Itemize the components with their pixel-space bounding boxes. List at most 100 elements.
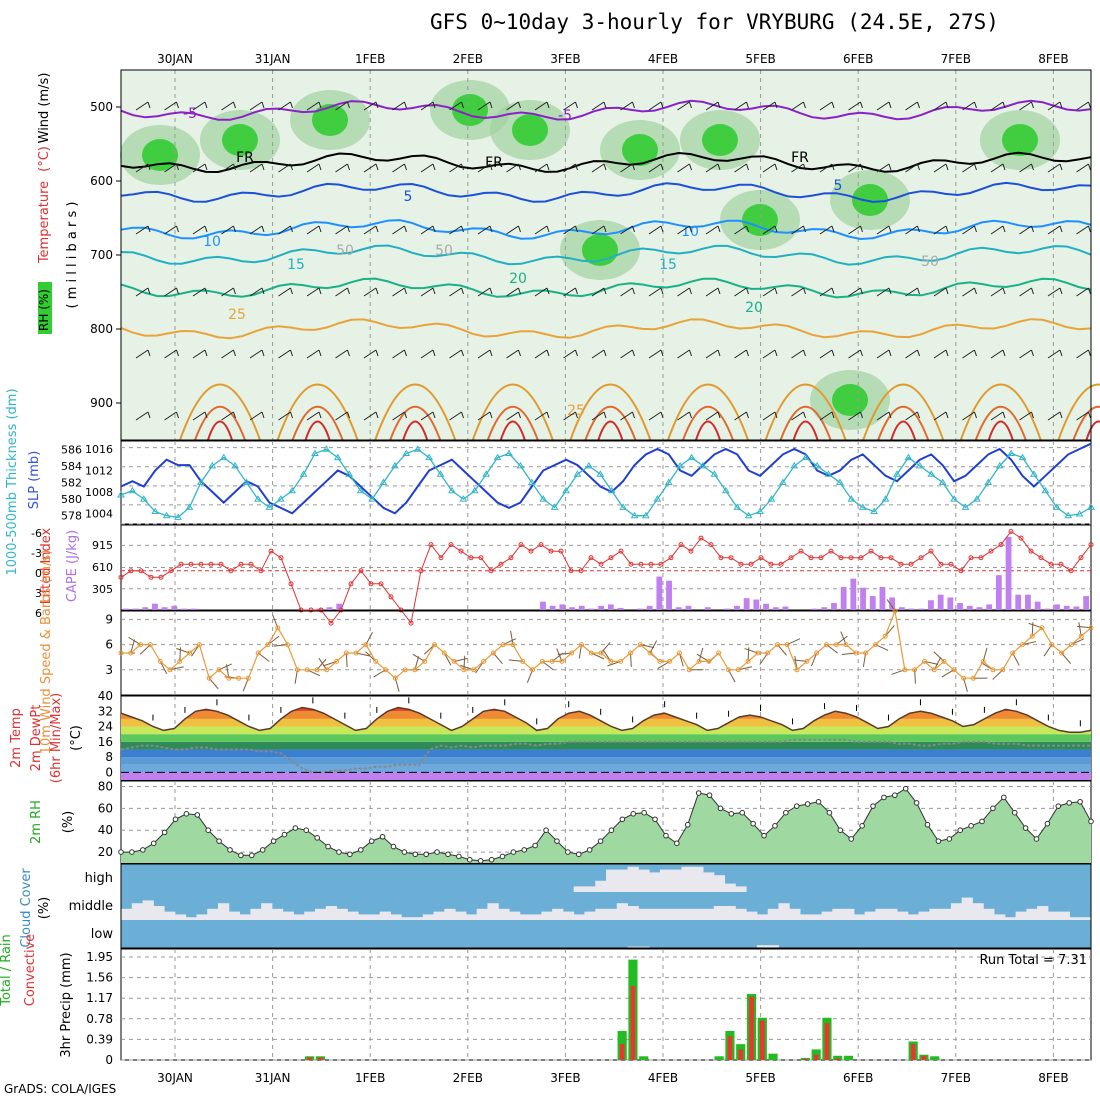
cloud-cell — [659, 869, 672, 892]
wind-speed-point — [951, 667, 957, 673]
thickness-point — [1030, 470, 1038, 477]
lifted-index-point — [238, 561, 244, 567]
wind-speed-point — [804, 658, 810, 664]
cape-tick-label: 915 — [92, 539, 113, 552]
cloud-cell — [142, 900, 154, 920]
wind-barb — [791, 163, 804, 173]
date-label-top: 8FEB — [1038, 52, 1068, 66]
wind-barb — [477, 411, 491, 421]
cloud-cell — [778, 903, 790, 920]
y-tick-label: 500 — [90, 100, 113, 114]
warm-contour — [1057, 383, 1100, 441]
wind-barb — [135, 225, 149, 235]
rh-point — [510, 849, 517, 855]
wind-barb — [905, 287, 918, 297]
lifted-index-point — [548, 548, 554, 554]
wind-speed-point — [755, 650, 761, 656]
cloud-cell — [832, 908, 844, 920]
warm-contour — [1072, 405, 1100, 441]
temp-tick-label: 16 — [98, 735, 113, 749]
lifted-index-point — [1038, 555, 1044, 561]
wind-barb — [192, 411, 206, 421]
rh-point — [575, 851, 582, 858]
wind-barb — [632, 225, 635, 233]
rh-point — [608, 827, 615, 834]
wind-barb — [192, 225, 206, 235]
cloud-cell — [304, 911, 316, 920]
rh-point — [227, 847, 233, 853]
wind-barb — [221, 225, 234, 235]
wind-barb — [363, 287, 377, 297]
cloud-cell — [271, 908, 284, 920]
cloud-cell — [584, 911, 596, 920]
rh-point — [783, 809, 789, 816]
cape-bar — [879, 587, 886, 610]
cape-bar — [840, 587, 847, 610]
wind-speed-point — [579, 642, 585, 648]
rh-point — [968, 823, 974, 829]
wind-barb — [1002, 287, 1006, 295]
rh-legend-swatch — [38, 282, 52, 334]
thickness-point — [927, 470, 936, 477]
wind-barb — [591, 225, 605, 235]
thickness-point — [162, 511, 171, 519]
wind-speed-point — [1088, 625, 1094, 631]
wind-barb — [135, 163, 149, 173]
warm-contour — [862, 383, 945, 441]
wind-barb — [746, 349, 749, 357]
wind-barb — [917, 287, 920, 295]
chart-title: GFS 0~10day 3-hourly for VRYBURG (24.5E,… — [430, 10, 999, 34]
wind-barb — [677, 287, 690, 297]
wind-barb — [660, 163, 664, 171]
thickness-point — [288, 486, 297, 494]
cloud-cell — [659, 908, 672, 920]
lifted-index-point — [828, 548, 834, 554]
precip-conv-bar — [318, 1057, 323, 1060]
wind-speed-point — [872, 642, 878, 648]
wind-speed-point — [520, 658, 526, 664]
wind-barb — [746, 101, 749, 109]
wind-speed-point — [774, 642, 780, 648]
wind-barb — [1031, 411, 1034, 419]
lifted-index-point — [358, 568, 364, 574]
cape-bar — [889, 597, 896, 610]
cape-tick-label: 305 — [92, 583, 113, 596]
wind-barb — [648, 287, 662, 297]
wind-barb — [819, 163, 833, 173]
wind-barb — [1088, 101, 1091, 109]
thickness-point — [470, 486, 479, 494]
wind-barb — [1002, 225, 1006, 233]
wind-barb — [917, 163, 920, 171]
warm-contour — [597, 420, 624, 441]
rh-point — [423, 851, 429, 858]
cloud-cell — [261, 903, 273, 920]
wind-barb — [363, 349, 377, 359]
wind-barb — [221, 411, 234, 421]
wind-barb — [1002, 411, 1006, 419]
wind-barb — [990, 411, 1004, 421]
wind-barb — [489, 101, 493, 109]
lifted-index-point — [498, 561, 504, 567]
cape-bar — [1073, 606, 1080, 610]
precip-panel: 1.95 1.56 1.17 0.78 0.39 0 Run Total = 7.31 — [86, 948, 1092, 1067]
cloud-cell — [789, 908, 801, 920]
li-tick-label: 6 — [35, 607, 42, 620]
wind-barb — [404, 411, 407, 419]
wind-barb — [677, 101, 690, 111]
rh-point — [728, 811, 735, 817]
rh-point — [390, 843, 397, 850]
precip-total-bar — [768, 1053, 778, 1060]
wind-speed-point — [206, 675, 212, 681]
cloud-cell — [444, 908, 456, 920]
wind-barb — [546, 101, 550, 109]
wind-barb — [249, 287, 263, 297]
wind-barb — [563, 101, 576, 111]
wind-barb — [819, 225, 833, 235]
wind-speed-point — [902, 667, 908, 673]
wind-speed-point — [304, 667, 310, 673]
cape-bar — [947, 597, 954, 610]
lifted-index-point — [778, 561, 784, 567]
cloud-cell — [455, 911, 467, 920]
lifted-index-point — [338, 607, 344, 613]
thickness-point — [345, 470, 354, 477]
